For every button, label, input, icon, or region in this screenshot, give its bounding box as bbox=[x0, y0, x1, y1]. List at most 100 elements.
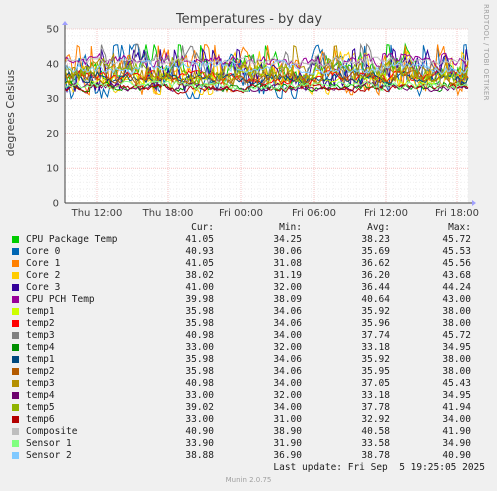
legend-cur-value: 40.98 bbox=[185, 378, 214, 389]
legend-series-name: temp4 bbox=[26, 390, 55, 401]
legend-avg-value: 35.96 bbox=[361, 318, 390, 329]
legend-avg-value: 37.78 bbox=[361, 402, 390, 413]
y-tick-label: 10 bbox=[46, 164, 59, 175]
legend-avg-value: 32.92 bbox=[361, 414, 390, 425]
legend-cur-value: 33.00 bbox=[185, 414, 214, 425]
legend-max-value: 43.68 bbox=[442, 270, 471, 281]
legend-avg-value: 33.18 bbox=[361, 390, 390, 401]
legend-header-max: Max: bbox=[448, 222, 471, 233]
series-line bbox=[64, 80, 469, 92]
chart-title: Temperatures - by day bbox=[175, 12, 322, 27]
legend-min-value: 31.90 bbox=[273, 438, 302, 449]
legend-cur-value: 41.05 bbox=[185, 258, 214, 269]
legend-cur-value: 33.90 bbox=[185, 438, 214, 449]
legend-avg-value: 35.69 bbox=[361, 246, 390, 257]
legend-min-value: 31.08 bbox=[273, 258, 302, 269]
legend-series-name: Sensor 1 bbox=[26, 438, 72, 449]
legend-max-value: 43.00 bbox=[442, 294, 471, 305]
legend-row: Core 1 41.05 31.08 36.62 45.56 bbox=[12, 258, 492, 270]
legend-row: temp4 33.00 32.00 33.18 34.95 bbox=[12, 390, 492, 402]
x-tick-label: Thu 12:00 bbox=[71, 208, 123, 219]
legend-min-value: 38.09 bbox=[273, 294, 302, 305]
legend-swatch bbox=[12, 236, 19, 243]
legend-min-value: 30.06 bbox=[273, 246, 302, 257]
legend-row: temp6 33.00 31.00 32.92 34.00 bbox=[12, 414, 492, 426]
legend-row: Sensor 1 33.90 31.90 33.58 34.90 bbox=[12, 438, 492, 450]
legend-series-name: temp2 bbox=[26, 366, 55, 377]
legend-swatch bbox=[12, 380, 19, 387]
legend-header-avg: Avg: bbox=[367, 222, 390, 233]
legend-cur-value: 35.98 bbox=[185, 366, 214, 377]
legend-cur-value: 41.05 bbox=[185, 234, 214, 245]
legend-cur-value: 35.98 bbox=[185, 354, 214, 365]
legend-max-value: 45.72 bbox=[442, 330, 471, 341]
legend-avg-value: 36.44 bbox=[361, 282, 390, 293]
legend-avg-value: 33.18 bbox=[361, 342, 390, 353]
y-axis-arrow bbox=[62, 21, 68, 25]
legend-max-value: 34.00 bbox=[442, 414, 471, 425]
legend-avg-value: 35.95 bbox=[361, 366, 390, 377]
x-tick-label: Fri 06:00 bbox=[292, 208, 336, 219]
legend-max-value: 40.90 bbox=[442, 450, 471, 461]
legend-cur-value: 40.98 bbox=[185, 330, 214, 341]
legend-min-value: 32.00 bbox=[273, 282, 302, 293]
legend-avg-value: 37.05 bbox=[361, 378, 390, 389]
legend-cur-value: 38.88 bbox=[185, 450, 214, 461]
legend-avg-value: 35.92 bbox=[361, 354, 390, 365]
legend-max-value: 41.90 bbox=[442, 426, 471, 437]
legend-series-name: temp1 bbox=[26, 306, 55, 317]
legend-min-value: 38.90 bbox=[273, 426, 302, 437]
legend-swatch bbox=[12, 440, 19, 447]
legend-series-name: Sensor 2 bbox=[26, 450, 72, 461]
legend-row: CPU PCH Temp 39.98 38.09 40.64 43.00 bbox=[12, 294, 492, 306]
legend-series-name: Core 1 bbox=[26, 258, 61, 269]
legend-row: Composite 40.90 38.90 40.58 41.90 bbox=[12, 426, 492, 438]
legend-series-name: Composite bbox=[26, 426, 78, 437]
legend-row: Core 0 40.93 30.06 35.69 45.53 bbox=[12, 246, 492, 258]
legend-series-name: CPU Package Temp bbox=[26, 234, 118, 245]
legend-avg-value: 40.64 bbox=[361, 294, 390, 305]
legend-min-value: 34.06 bbox=[273, 306, 302, 317]
legend-min-value: 34.06 bbox=[273, 318, 302, 329]
legend-swatch bbox=[12, 260, 19, 267]
legend-swatch bbox=[12, 272, 19, 279]
legend-cur-value: 39.02 bbox=[185, 402, 214, 413]
legend-cur-value: 40.90 bbox=[185, 426, 214, 437]
legend-max-value: 34.95 bbox=[442, 390, 471, 401]
rrdtool-credit: RRDTOOL / TOBI OETIKER bbox=[482, 4, 490, 101]
x-tick-label: Fri 00:00 bbox=[219, 208, 263, 219]
legend-row: temp5 39.02 34.00 37.78 41.94 bbox=[12, 402, 492, 414]
axes bbox=[62, 21, 476, 206]
legend-swatch bbox=[12, 356, 19, 363]
legend-max-value: 38.00 bbox=[442, 354, 471, 365]
legend-series-name: Core 2 bbox=[26, 270, 61, 281]
legend-swatch bbox=[12, 368, 19, 375]
legend-max-value: 34.90 bbox=[442, 438, 471, 449]
legend-row: Core 3 41.00 32.00 36.44 44.24 bbox=[12, 282, 492, 294]
legend-row: temp2 35.98 34.06 35.95 38.00 bbox=[12, 366, 492, 378]
x-ticks: Thu 12:00 Thu 18:00 Fri 00:00 Fri 06:00 Fri … bbox=[71, 208, 479, 219]
legend-swatch bbox=[12, 332, 19, 339]
legend-max-value: 45.56 bbox=[442, 258, 471, 269]
series-lines bbox=[64, 42, 469, 100]
legend-min-value: 34.25 bbox=[273, 234, 302, 245]
series-line bbox=[64, 45, 469, 87]
legend-row: temp2 35.98 34.06 35.96 38.00 bbox=[12, 318, 492, 330]
legend-cur-value: 33.00 bbox=[185, 390, 214, 401]
legend-row: temp4 33.00 32.00 33.18 34.95 bbox=[12, 342, 492, 354]
legend-row: temp3 40.98 34.00 37.74 45.72 bbox=[12, 330, 492, 342]
legend-header-min: Min: bbox=[279, 222, 302, 233]
x-tick-label: Fri 12:00 bbox=[364, 208, 408, 219]
y-tick-label: 0 bbox=[53, 199, 59, 210]
legend-series-name: temp5 bbox=[26, 402, 55, 413]
legend-avg-value: 37.74 bbox=[361, 330, 390, 341]
series-line bbox=[64, 59, 469, 76]
legend-swatch bbox=[12, 452, 19, 459]
legend-avg-value: 33.58 bbox=[361, 438, 390, 449]
legend-row: temp1 35.98 34.06 35.92 38.00 bbox=[12, 354, 492, 366]
legend-cur-value: 39.98 bbox=[185, 294, 214, 305]
legend-swatch bbox=[12, 392, 19, 399]
legend-swatch bbox=[12, 296, 19, 303]
legend-max-value: 38.00 bbox=[442, 306, 471, 317]
legend-avg-value: 36.20 bbox=[361, 270, 390, 281]
